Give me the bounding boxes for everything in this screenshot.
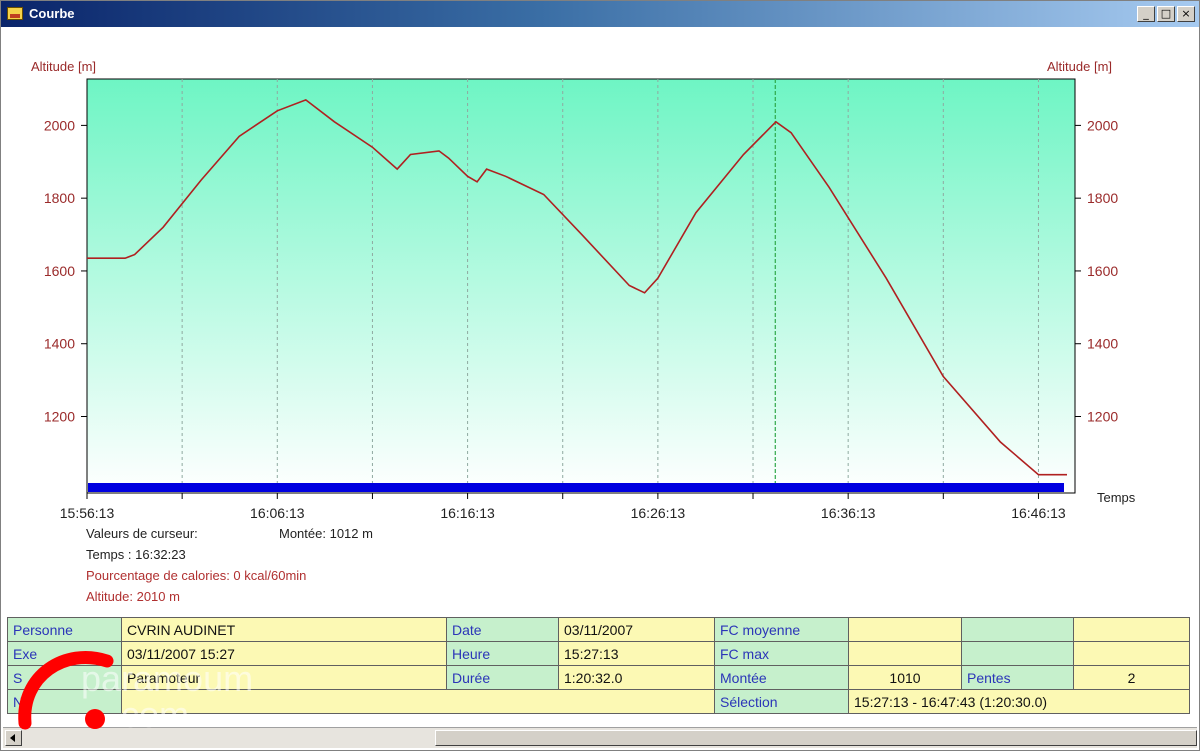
y-tick-label-left: 1600 bbox=[44, 263, 75, 279]
selection-value[interactable]: 15:27:13 - 16:47:43 (1:20:30.0) bbox=[848, 689, 1190, 714]
y-tick-label-left: 1400 bbox=[44, 336, 75, 352]
climb-label: Montée bbox=[714, 665, 849, 690]
note-value[interactable] bbox=[121, 689, 715, 714]
x-tick-label: 16:16:13 bbox=[440, 505, 495, 521]
duration-value[interactable]: 1:20:32.0 bbox=[558, 665, 715, 690]
time-label: Heure bbox=[446, 641, 559, 666]
arrow-left-icon bbox=[10, 734, 15, 742]
slopes-value[interactable]: 2 bbox=[1073, 665, 1190, 690]
window-title: Courbe bbox=[29, 6, 75, 21]
table-row: S Paramoteur Durée 1:20:32.0 Montée 1010… bbox=[7, 665, 1190, 690]
altitude-chart-svg[interactable]: 1200 1400 1600 1800 2000 1200 1400 1600 1800 200… bbox=[1, 27, 1199, 615]
max-hr-label: FC max bbox=[714, 641, 849, 666]
exercise-value[interactable]: 03/11/2007 15:27 bbox=[121, 641, 447, 666]
max-hr-extra-1 bbox=[961, 641, 1074, 666]
horizontal-scrollbar[interactable] bbox=[3, 727, 1197, 748]
max-hr-value[interactable] bbox=[848, 641, 962, 666]
slopes-label: Pentes bbox=[961, 665, 1074, 690]
avg-hr-extra-2[interactable] bbox=[1073, 617, 1190, 642]
time-value[interactable]: 15:27:13 bbox=[558, 641, 715, 666]
y-tick-label-left: 1800 bbox=[44, 190, 75, 206]
avg-hr-label: FC moyenne bbox=[714, 617, 849, 642]
altitude-chart[interactable]: 1200 1400 1600 1800 2000 1200 1400 1600 1800 200… bbox=[1, 27, 1199, 615]
date-value[interactable]: 03/11/2007 bbox=[558, 617, 715, 642]
y-axis-label-left: Altitude [m] bbox=[31, 59, 96, 74]
scrollbar-thumb[interactable] bbox=[435, 730, 1197, 746]
cursor-values-label: Valeurs de curseur: bbox=[86, 526, 198, 541]
y-axis-label-right: Altitude [m] bbox=[1047, 59, 1112, 74]
exercise-label: Exe bbox=[7, 641, 122, 666]
avg-hr-value[interactable] bbox=[848, 617, 962, 642]
climb-readout: Montée: 1012 m bbox=[279, 526, 373, 541]
minimize-button[interactable]: _ bbox=[1137, 6, 1155, 22]
table-row: N Sélection 15:27:13 - 16:47:43 (1:20:30… bbox=[7, 689, 1190, 714]
plot-background bbox=[86, 78, 1076, 494]
x-tick-label: 16:46:13 bbox=[1011, 505, 1066, 521]
x-tick-label: 16:26:13 bbox=[631, 505, 686, 521]
close-button[interactable]: × bbox=[1177, 6, 1195, 22]
sport-value[interactable]: Paramoteur bbox=[121, 665, 447, 690]
x-tick-label: 16:06:13 bbox=[250, 505, 305, 521]
time-readout: Temps : 16:32:23 bbox=[86, 547, 186, 562]
person-label: Personne bbox=[7, 617, 122, 642]
x-axis-label: Temps bbox=[1097, 490, 1136, 505]
y-tick-label-left: 1200 bbox=[44, 409, 75, 425]
y-tick-label-right: 1800 bbox=[1087, 190, 1118, 206]
x-tick-label: 15:56:13 bbox=[60, 505, 115, 521]
y-tick-label-right: 2000 bbox=[1087, 117, 1118, 133]
chart-app-icon bbox=[7, 7, 23, 20]
y-tick-label-right: 1400 bbox=[1087, 336, 1118, 352]
sport-label: S bbox=[7, 665, 122, 690]
maximize-button[interactable]: □ bbox=[1157, 6, 1175, 22]
title-bar[interactable]: Courbe _ □ × bbox=[1, 1, 1199, 27]
avg-hr-extra-1 bbox=[961, 617, 1074, 642]
y-tick-label-right: 1600 bbox=[1087, 263, 1118, 279]
x-tick-label: 16:36:13 bbox=[821, 505, 876, 521]
altitude-readout: Altitude: 2010 m bbox=[86, 589, 180, 604]
table-row: Personne CVRIN AUDINET Date 03/11/2007 F… bbox=[7, 617, 1190, 642]
table-row: Exe 03/11/2007 15:27 Heure 15:27:13 FC m… bbox=[7, 641, 1190, 666]
y-tick-label-right: 1200 bbox=[1087, 409, 1118, 425]
selection-bar[interactable] bbox=[88, 483, 1064, 492]
note-label: N bbox=[7, 689, 122, 714]
selection-label: Sélection bbox=[714, 689, 849, 714]
date-label: Date bbox=[446, 617, 559, 642]
altitude-series-line bbox=[87, 98, 1067, 476]
y-tick-label-left: 2000 bbox=[44, 117, 75, 133]
session-info-table: Personne CVRIN AUDINET Date 03/11/2007 F… bbox=[7, 617, 1190, 714]
duration-label: Durée bbox=[446, 665, 559, 690]
calories-readout: Pourcentage de calories: 0 kcal/60min bbox=[86, 568, 307, 583]
climb-value[interactable]: 1010 bbox=[848, 665, 962, 690]
person-value[interactable]: CVRIN AUDINET bbox=[121, 617, 447, 642]
max-hr-extra-2[interactable] bbox=[1073, 641, 1190, 666]
scroll-left-button[interactable] bbox=[5, 730, 22, 746]
